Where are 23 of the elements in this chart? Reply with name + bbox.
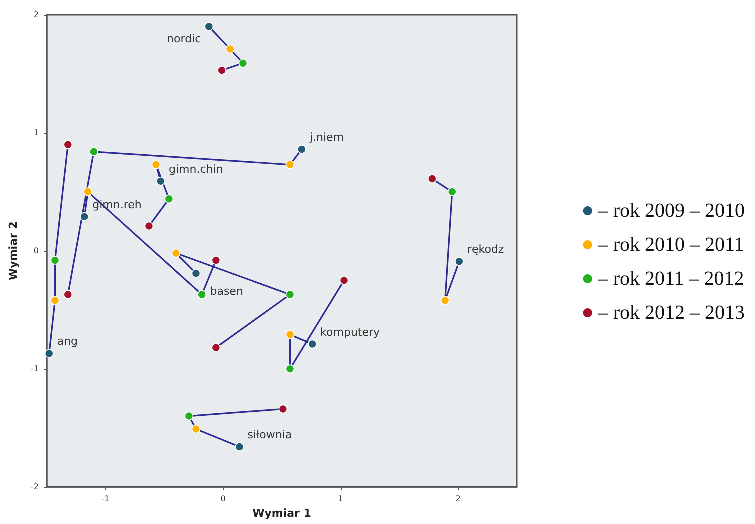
y-tick-label: -1 bbox=[31, 364, 39, 374]
y-tick-label: 1 bbox=[34, 128, 39, 138]
legend-label: – rok 2010 – 2011 bbox=[597, 234, 744, 256]
x-tick-label: 0 bbox=[220, 494, 226, 504]
legend-label: – rok 2009 – 2010 bbox=[597, 200, 746, 222]
series-label: nordic bbox=[167, 32, 202, 46]
series-label: j.niem bbox=[308, 131, 344, 144]
series-label: ang bbox=[57, 335, 78, 348]
y-axis-title: Wymiar 2 bbox=[7, 222, 20, 280]
y-tick-label: 2 bbox=[34, 10, 39, 20]
legend-label: – rok 2012 – 2013 bbox=[597, 302, 746, 324]
legend-label: – rok 2011 – 2012 bbox=[597, 268, 744, 290]
y-tick-label: 0 bbox=[34, 246, 39, 256]
x-tick-label: 1 bbox=[338, 494, 344, 504]
x-tick-label: -1 bbox=[102, 494, 110, 504]
x-tick-label: 2 bbox=[456, 494, 461, 504]
x-axis-title: Wymiar 1 bbox=[252, 507, 312, 520]
series-label: gimn.chin bbox=[168, 162, 224, 176]
series-label: rękodz bbox=[467, 243, 504, 256]
series-label: siłownia bbox=[248, 428, 292, 442]
series-label: komputery bbox=[320, 326, 381, 339]
y-tick-label: -2 bbox=[31, 482, 39, 492]
series-label: basen bbox=[210, 284, 244, 298]
